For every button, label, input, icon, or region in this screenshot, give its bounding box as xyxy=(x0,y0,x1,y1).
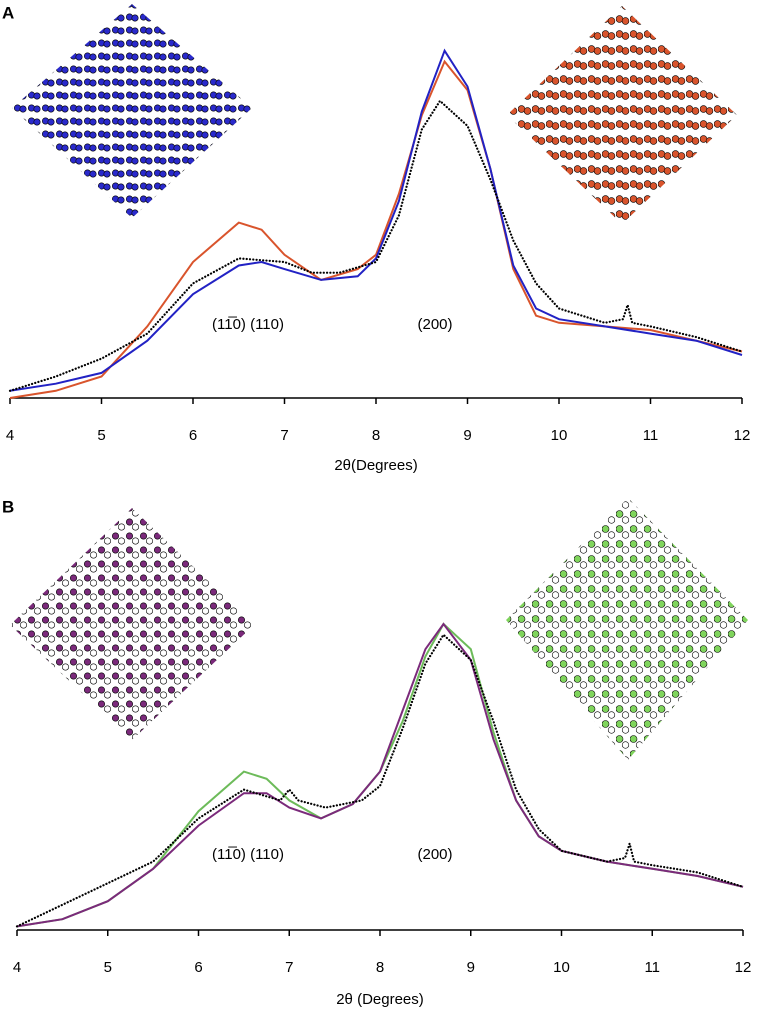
data-line xyxy=(15,633,745,928)
data-line xyxy=(9,59,743,399)
x-tick-label: 8 xyxy=(372,427,380,444)
x-tick-label: 7 xyxy=(285,959,293,976)
x-tick-label: 10 xyxy=(553,959,570,976)
x-tick-label: 9 xyxy=(467,959,475,976)
x-axis-label: 2θ (Degrees) xyxy=(336,991,424,1008)
molecule-structure xyxy=(10,508,254,740)
peak-annotation: (11̅0) (110) xyxy=(212,846,284,863)
peak-annotation: (200) xyxy=(417,846,452,863)
x-tick-label: 12 xyxy=(735,959,752,976)
x-tick-label: 8 xyxy=(376,959,384,976)
x-tick-label: 5 xyxy=(104,959,112,976)
panel-label: B xyxy=(2,497,14,516)
x-tick-label: 12 xyxy=(734,427,751,444)
molecule-structure xyxy=(507,6,737,224)
peak-annotation: (11̅0) (110) xyxy=(212,316,284,333)
x-tick-label: 4 xyxy=(6,427,14,444)
peak-annotation: (200) xyxy=(417,316,452,333)
data-line xyxy=(8,99,744,392)
data-line xyxy=(16,622,744,928)
x-tick-label: 11 xyxy=(644,959,660,976)
x-tick-label: 6 xyxy=(189,427,197,444)
x-tick-label: 5 xyxy=(97,427,105,444)
molecule-structure xyxy=(12,4,252,218)
x-tick-label: 10 xyxy=(551,427,568,444)
x-axis-label: 2θ(Degrees) xyxy=(334,457,417,474)
x-tick-label: 6 xyxy=(194,959,202,976)
x-tick-label: 9 xyxy=(463,427,471,444)
x-tick-label: 11 xyxy=(643,427,659,444)
data-line xyxy=(9,48,743,392)
x-tick-label: 7 xyxy=(280,427,288,444)
x-tick-label: 4 xyxy=(13,959,21,976)
panel-label: A xyxy=(2,3,14,22)
molecule-structure xyxy=(506,498,748,760)
